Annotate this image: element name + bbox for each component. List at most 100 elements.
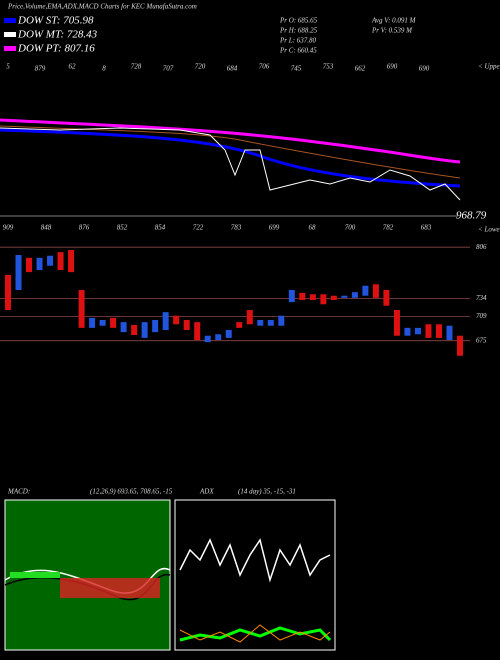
candle-body	[120, 322, 127, 333]
candle-body	[267, 320, 274, 326]
top-label: 62	[69, 63, 77, 71]
candle-body	[320, 294, 327, 305]
y-tick-label: 675	[476, 336, 487, 344]
candle-body	[215, 334, 222, 340]
legend-entry: DOW PT: 807.16	[17, 43, 95, 55]
chart-title: Price,Volume,EMA,ADX,MACD Charts for KEC…	[7, 3, 197, 11]
macd-histogram	[10, 572, 60, 578]
top-label: 753	[323, 63, 334, 71]
candle-body	[425, 324, 432, 338]
candle-body	[372, 284, 379, 298]
candle-body	[131, 325, 138, 335]
ema-line	[0, 118, 461, 164]
bottom-label: 909	[3, 224, 14, 232]
di-line	[179, 626, 332, 642]
legend-entry: DOW MT: 728.43	[17, 29, 98, 41]
candle-body	[435, 324, 442, 338]
candle-body	[89, 317, 96, 328]
candle-body	[236, 322, 243, 328]
candle-body	[57, 252, 64, 270]
candle-body	[362, 285, 369, 296]
candle-body	[204, 335, 211, 343]
bottom-label: 699	[269, 224, 280, 232]
legend-swatch	[4, 32, 16, 37]
candle-body	[194, 322, 201, 340]
y-tick-label: 709	[476, 312, 487, 320]
y-tick-label: 734	[476, 294, 487, 302]
bottom-label: 848	[41, 224, 52, 232]
bottom-label: 783	[231, 224, 242, 232]
candle-body	[299, 292, 306, 300]
band-label: < Upper	[478, 63, 500, 71]
top-label: 706	[259, 63, 270, 71]
candle-body	[36, 257, 43, 270]
candle-body	[446, 325, 453, 340]
candle-body	[47, 255, 54, 266]
top-label: 728	[131, 63, 142, 71]
macd-params: (12,26,9) 693.65, 708.65, -15	[90, 488, 173, 496]
candle-body	[99, 320, 106, 326]
bottom-label: 700	[345, 224, 356, 232]
adx-label: ADX	[199, 488, 214, 496]
adx-params: (14 day) 35, -15, -31	[238, 488, 296, 496]
candle-body	[351, 292, 358, 298]
candle-body	[141, 322, 148, 338]
di-line	[179, 624, 331, 643]
bottom-label: 68	[309, 224, 317, 232]
candle-body	[225, 330, 232, 338]
top-label: 879	[35, 65, 46, 73]
top-label: 707	[163, 65, 174, 73]
top-label: 745	[291, 65, 302, 73]
candle-body	[152, 320, 159, 333]
candle-body	[414, 327, 421, 335]
candle-body	[5, 275, 11, 310]
legend-swatch	[4, 18, 16, 23]
candle-body	[457, 335, 463, 356]
candle-body	[173, 315, 180, 325]
info: Avg V: 0.091 M	[371, 17, 417, 25]
level-label: 968.79	[456, 210, 487, 222]
adx-panel	[174, 499, 336, 651]
legend-swatch	[4, 46, 16, 51]
candle-body	[288, 290, 295, 303]
candle-body	[341, 295, 348, 298]
price-line	[0, 127, 461, 201]
top-label: 720	[195, 63, 206, 71]
ema-line	[0, 128, 461, 188]
candle-body	[78, 290, 85, 328]
bottom-label: 852	[117, 224, 128, 232]
bottom-label: 683	[421, 224, 432, 232]
candle-body	[257, 320, 264, 326]
info: Pr O: 685.65	[279, 17, 318, 25]
candle-body	[330, 295, 337, 300]
candle-body	[383, 290, 390, 306]
top-label: 690	[419, 65, 430, 73]
top-label: 684	[227, 65, 238, 73]
candle-body	[278, 315, 285, 326]
top-label: 690	[387, 63, 398, 71]
candle-body	[309, 294, 316, 300]
bottom-label: 782	[383, 224, 394, 232]
candle-body	[26, 257, 33, 273]
candle-body	[110, 317, 117, 328]
y-tick-label: 806	[476, 243, 487, 251]
macd-histogram	[60, 578, 160, 598]
legend-entry: DOW ST: 705.98	[17, 15, 94, 27]
bottom-label: 876	[79, 224, 90, 232]
candle-body	[15, 255, 22, 290]
macd-label: MACD:	[7, 488, 30, 496]
top-label: 662	[355, 65, 366, 73]
top-label: 8	[102, 65, 106, 73]
top-label: 5	[6, 63, 10, 71]
candle-body	[404, 327, 411, 336]
info: Pr C: 660.45	[279, 47, 317, 55]
info: Pr V: 0.539 M	[371, 27, 413, 35]
candle-body	[183, 320, 190, 330]
candle-body	[68, 250, 75, 273]
info: Pr H: 688.25	[279, 27, 318, 35]
bottom-label: 722	[193, 224, 204, 232]
candle-body	[393, 310, 400, 336]
candle-body	[246, 310, 253, 325]
candle-body	[162, 312, 169, 330]
band-label: < Lower	[478, 226, 500, 234]
